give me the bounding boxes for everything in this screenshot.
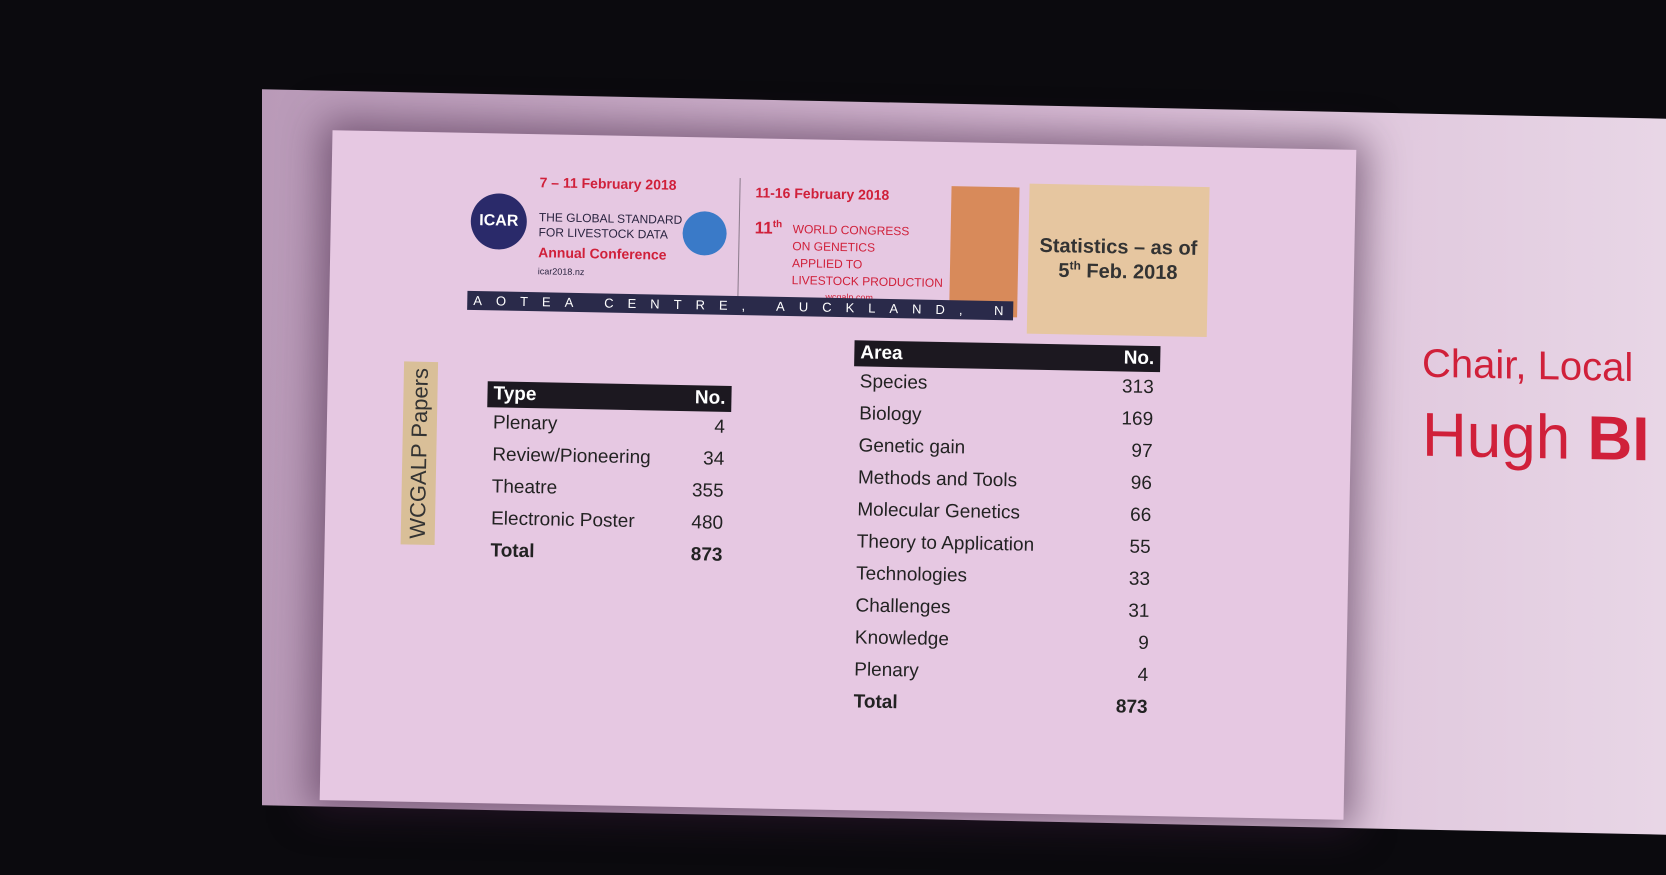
header-cell: Area [860,342,903,365]
tagline-line: FOR LIVESTOCK DATA [538,225,682,243]
wcgalp-dates: 11-16 February 2018 [755,184,889,203]
speaker-role: Chair, Local [1422,342,1633,391]
ordinal-suffix: th [773,219,783,230]
artwork [949,186,1019,317]
table-cell: 480 [691,512,723,535]
stats-line: Statistics – as of [1039,235,1197,261]
header-cell: No. [695,387,726,410]
icar-event: Annual Conference [538,244,667,262]
table-cell: Electronic Poster [491,508,635,533]
wcgalp-ordinal: 11th [755,218,783,239]
header-cell: No. [1123,347,1154,370]
table-cell: Genetic gain [858,435,965,459]
table-cell: Theory to Application [856,531,1034,556]
total-cell: 873 [691,544,723,567]
table-cell: Species [860,371,928,394]
table-cell: Theatre [491,476,557,499]
speaker-first-name: Hugh [1422,401,1570,473]
slide: ICAR 7 – 11 February 2018 THE GLOBAL STA… [320,130,1357,820]
icar-logo: ICAR [470,193,527,250]
stats-month-year: Feb. 2018 [1086,261,1178,285]
table-cell: 169 [1121,408,1153,431]
total-cell: 873 [1116,696,1148,719]
table-row: Plenary 4 [487,407,732,444]
title-line: LIVESTOCK PRODUCTION [792,272,943,292]
table-cell: 313 [1122,376,1154,399]
venue-banner: AOTEA CENTRE, AUCKLAND, NEW ZEALAND [467,291,1013,320]
icar-tagline: THE GLOBAL STANDARD FOR LIVESTOCK DATA [538,210,682,243]
total-cell: Total [853,691,897,714]
table-cell: Methods and Tools [858,467,1018,492]
table-cell: Plenary [854,659,919,682]
side-label: WCGALP Papers [401,362,439,545]
table-cell: Review/Pioneering [492,444,651,469]
table-cell: Biology [859,403,922,426]
table-cell: Knowledge [855,627,949,651]
stats-date: 5th Feb. 2018 [1058,258,1178,285]
total-cell: Total [490,540,534,563]
table-cell: 96 [1131,473,1153,495]
table-cell: Plenary [493,412,558,435]
table-cell: 55 [1129,537,1151,559]
area-table: Area No. Species 313 Biology 169 Genetic gain 9… [847,340,1160,724]
table-cell: 34 [703,448,725,470]
table-cell: Challenges [855,595,950,619]
stats-day-suffix: th [1069,259,1081,273]
page: Chair, Local Hugh BI ICAR 7 – 11 Februar… [0,0,1666,875]
table-row: Theatre 355 [485,471,730,508]
total-row: Total 873 [847,686,1154,724]
speaker-name: Hugh BI [1422,400,1649,476]
stats-day: 5 [1058,260,1070,282]
table-cell: Molecular Genetics [857,499,1020,524]
divider [737,178,740,298]
globe-logo [682,211,727,256]
table-cell: 4 [714,417,725,439]
table-cell: 9 [1138,633,1149,655]
speaker-last-name: BI [1587,404,1649,474]
table-row: Review/Pioneering 34 [486,439,731,476]
table-cell: Technologies [856,563,967,587]
table-cell: 33 [1129,569,1151,591]
table-cell: 97 [1131,441,1153,463]
total-row: Total 873 [484,535,729,572]
table-cell: 66 [1130,505,1152,527]
table-cell: 355 [692,480,724,503]
stats-box: Statistics – as of 5th Feb. 2018 [1027,184,1210,337]
header-cell: Type [493,383,536,406]
table-cell: 31 [1128,601,1150,623]
table-row: Electronic Poster 480 [485,503,730,540]
icar-dates: 7 – 11 February 2018 [539,174,676,193]
table-cell: 4 [1137,665,1148,687]
ordinal-number: 11 [755,218,773,237]
icar-url: icar2018.nz [538,266,585,277]
wcgalp-title: WORLD CONGRESS ON GENETICS APPLIED TO LI… [792,221,944,292]
